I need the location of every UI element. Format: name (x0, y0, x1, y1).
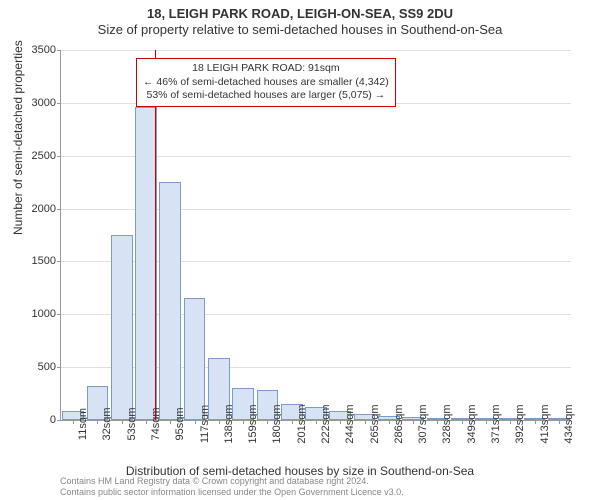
x-tick-mark (146, 420, 147, 424)
y-tick-label: 3000 (16, 97, 56, 109)
footer-line2: Contains public sector information licen… (60, 487, 404, 498)
x-tick-mark (316, 420, 317, 424)
y-tick-mark (57, 50, 61, 51)
y-tick-mark (57, 261, 61, 262)
x-tick-mark (389, 420, 390, 424)
title-main: 18, LEIGH PARK ROAD, LEIGH-ON-SEA, SS9 2… (0, 0, 600, 21)
x-tick-mark (122, 420, 123, 424)
x-tick-mark (195, 420, 196, 424)
x-tick-mark (170, 420, 171, 424)
x-tick-label: 265sqm (369, 404, 381, 443)
y-tick-mark (57, 314, 61, 315)
x-tick-label: 328sqm (441, 404, 453, 443)
x-tick-mark (486, 420, 487, 424)
chart-area: 050010001500200025003000350011sqm32sqm53… (60, 50, 570, 420)
y-tick-label: 0 (16, 414, 56, 426)
histogram-bar (159, 182, 181, 420)
x-tick-label: 434sqm (563, 404, 575, 443)
footer-attribution: Contains HM Land Registry data © Crown c… (60, 476, 404, 498)
histogram-bar (184, 298, 206, 420)
x-tick-mark (219, 420, 220, 424)
annotation-line: ← 46% of semi-detached houses are smalle… (143, 76, 389, 90)
annotation-line: 53% of semi-detached houses are larger (… (143, 89, 389, 103)
y-tick-label: 1500 (16, 255, 56, 267)
y-tick-mark (57, 420, 61, 421)
x-tick-mark (365, 420, 366, 424)
grid-line (61, 50, 571, 51)
x-tick-label: 244sqm (344, 404, 356, 443)
x-tick-mark (559, 420, 560, 424)
y-tick-label: 2500 (16, 150, 56, 162)
histogram-bar (111, 235, 133, 420)
y-tick-label: 1000 (16, 308, 56, 320)
annotation-line: 18 LEIGH PARK ROAD: 91sqm (143, 62, 389, 76)
x-tick-mark (413, 420, 414, 424)
plot-area: 050010001500200025003000350011sqm32sqm53… (60, 50, 571, 421)
x-tick-label: 392sqm (514, 404, 526, 443)
histogram-bar (135, 107, 157, 420)
y-tick-mark (57, 209, 61, 210)
y-tick-label: 500 (16, 361, 56, 373)
annotation-box: 18 LEIGH PARK ROAD: 91sqm← 46% of semi-d… (136, 58, 396, 107)
x-tick-label: 349sqm (466, 404, 478, 443)
y-tick-label: 3500 (16, 44, 56, 56)
x-tick-mark (292, 420, 293, 424)
footer-line1: Contains HM Land Registry data © Crown c… (60, 476, 404, 487)
title-sub: Size of property relative to semi-detach… (0, 21, 600, 37)
y-tick-label: 2000 (16, 203, 56, 215)
x-tick-label: 286sqm (393, 404, 405, 443)
x-tick-mark (437, 420, 438, 424)
x-tick-mark (510, 420, 511, 424)
x-tick-mark (243, 420, 244, 424)
x-tick-mark (73, 420, 74, 424)
x-tick-label: 413sqm (539, 404, 551, 443)
x-tick-mark (462, 420, 463, 424)
y-tick-mark (57, 103, 61, 104)
x-tick-label: 371sqm (490, 404, 502, 443)
x-tick-mark (340, 420, 341, 424)
y-tick-mark (57, 156, 61, 157)
x-tick-label: 307sqm (417, 404, 429, 443)
y-tick-mark (57, 367, 61, 368)
x-tick-mark (267, 420, 268, 424)
x-tick-mark (97, 420, 98, 424)
x-tick-mark (535, 420, 536, 424)
